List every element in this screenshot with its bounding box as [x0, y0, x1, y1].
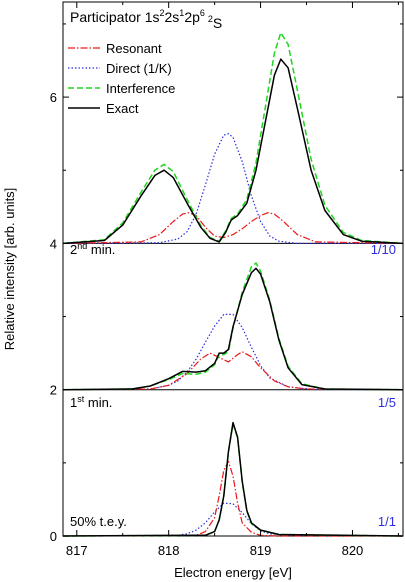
legend-label-resonant: Resonant — [106, 41, 162, 56]
y-axis-label: Relative intensity [arb. units] — [2, 188, 17, 351]
x-tick-label-817: 817 — [66, 543, 88, 558]
y-tick-label-6: 6 — [50, 90, 57, 105]
curve-exact-panel-1 — [62, 267, 404, 391]
curve-resonant-panel-2 — [62, 212, 404, 244]
legend: Resonant Direct (1/K) Interference Exact — [68, 41, 175, 116]
y-tick-label-2: 2 — [50, 383, 57, 398]
legend-label-exact: Exact — [106, 101, 139, 116]
legend-label-interference: Interference — [106, 81, 175, 96]
y-tick-label-4: 4 — [50, 236, 57, 251]
curve-exact-panel-0 — [62, 421, 404, 537]
x-tick-label-818: 818 — [158, 543, 180, 558]
curve-direct-panel-2 — [62, 133, 403, 244]
x-tick-label-819: 819 — [250, 543, 272, 558]
y-tick-label-0: 0 — [50, 529, 57, 544]
curve-resonant-panel-0 — [62, 460, 403, 537]
legend-label-direct: Direct (1/K) — [106, 61, 172, 76]
x-axis-label: Electron energy [eV] — [174, 565, 292, 580]
panel-scale-2nd-min: 1/10 — [371, 242, 396, 257]
tick-labels: 817 818 819 820 0 2 4 6 — [50, 90, 364, 558]
panel-scale-1st-min: 1/5 — [378, 395, 396, 410]
plot-area — [62, 1, 404, 537]
panel-label-2nd-min: 2nd min. — [70, 241, 115, 257]
axis-ticks — [63, 2, 403, 537]
curves-layer — [62, 31, 404, 537]
chart-title: Participator 1s22s12p62S — [70, 8, 222, 31]
x-tick-label-820: 820 — [342, 543, 364, 558]
curve-interference-panel-2 — [62, 31, 404, 245]
panel-label-1st-min: 1st min. — [70, 394, 112, 410]
panel-scale-tey: 1/1 — [378, 514, 396, 529]
curve-exact-panel-2 — [62, 58, 404, 245]
curve-direct-panel-0 — [62, 502, 404, 537]
curve-resonant-panel-1 — [62, 351, 404, 391]
panel-label-tey: 50% t.e.y. — [70, 514, 127, 529]
